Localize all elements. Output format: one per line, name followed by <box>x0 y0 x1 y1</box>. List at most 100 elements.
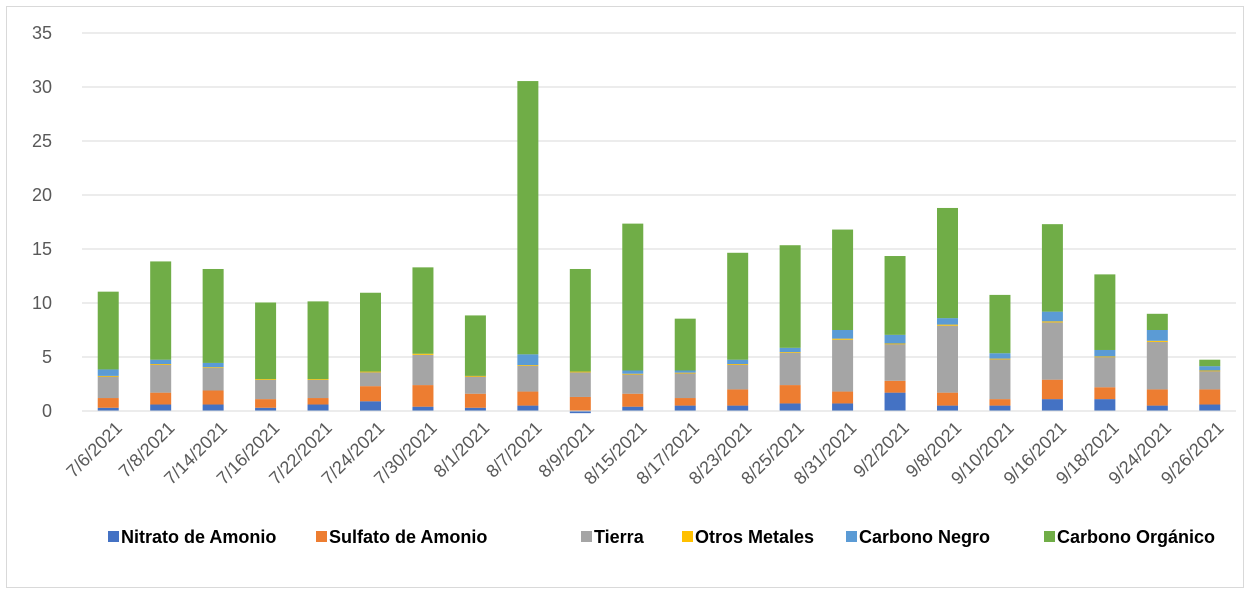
bar-segment <box>937 207 958 319</box>
bar-segment <box>674 405 696 411</box>
bar-segment <box>255 302 277 380</box>
bar-segment <box>1199 359 1221 367</box>
bar-segment <box>1199 404 1221 411</box>
bar-segment <box>255 379 277 380</box>
bar-segment <box>727 364 749 390</box>
bar-segment <box>1041 322 1063 380</box>
y-tick-label: 10 <box>32 293 52 313</box>
bar-segment <box>622 406 644 411</box>
bar-segment <box>937 405 958 411</box>
legend-swatch <box>581 531 592 542</box>
bar-stack <box>255 302 277 411</box>
bar-segment <box>464 393 486 408</box>
bar-segment <box>150 359 172 365</box>
bar-segment <box>622 373 644 375</box>
bar-segment <box>150 364 172 365</box>
bar-segment <box>937 392 958 406</box>
bar-segment <box>622 393 644 407</box>
bar-stack <box>832 229 854 411</box>
bar-segment <box>989 358 1011 360</box>
legend-item: Carbono Orgánico <box>1044 527 1215 547</box>
bar-segment <box>464 376 486 394</box>
x-tick-label: 9/2/2021 <box>849 418 913 482</box>
bar-segment <box>517 391 539 406</box>
bar-stack <box>464 315 486 411</box>
bar-segment <box>360 401 381 411</box>
bar-segment <box>360 371 381 373</box>
bar-segment <box>884 334 906 344</box>
bar-segment <box>1146 389 1168 406</box>
y-tick-label: 20 <box>32 185 52 205</box>
bar-stack <box>517 81 539 411</box>
bar-segment <box>1146 405 1168 411</box>
bar-segment <box>255 379 277 400</box>
bar-stack <box>989 294 1011 411</box>
bar-segment <box>202 268 224 363</box>
x-tick-label: 8/1/2021 <box>430 418 494 482</box>
bar-segment <box>1199 371 1221 390</box>
bar-stack <box>150 261 172 411</box>
bar-segment <box>412 353 434 355</box>
bar-segment <box>97 375 119 377</box>
bar-segment <box>150 392 172 405</box>
bar-segment <box>832 338 854 340</box>
bar-segment <box>412 406 434 411</box>
bar-segment <box>307 379 329 399</box>
bar-segment <box>412 354 434 386</box>
bar-segment <box>1146 340 1168 342</box>
bar-segment <box>937 318 958 325</box>
bar-segment <box>360 372 381 387</box>
bar-segment <box>937 324 958 326</box>
bar-stack <box>1146 313 1168 411</box>
bar-segment <box>832 330 854 339</box>
y-tick-label: 30 <box>32 77 52 97</box>
bar-segment <box>202 362 224 368</box>
legend-item: Carbono Negro <box>846 527 990 547</box>
legend-swatch <box>682 531 693 542</box>
bar-segment <box>1041 321 1063 323</box>
bar-segment <box>937 325 958 393</box>
bar-segment <box>360 292 381 372</box>
legend-label: Carbono Orgánico <box>1057 527 1215 547</box>
bar-segment <box>517 365 539 366</box>
y-axis-tick-labels: 0 5 10 15 20 25 30 35 <box>32 23 52 421</box>
bar-segment <box>1041 379 1063 400</box>
bar-segment <box>674 398 696 406</box>
bar-segment <box>202 404 224 411</box>
legend-swatch <box>108 531 119 542</box>
bar-segment <box>832 229 854 330</box>
bar-stack <box>307 301 329 411</box>
bar-stack <box>1094 274 1116 411</box>
bar-segment <box>1199 389 1221 405</box>
legend-swatch <box>846 531 857 542</box>
bar-segment <box>307 379 329 380</box>
bar-segment <box>779 352 801 353</box>
bar-segment <box>412 385 434 407</box>
bar-stack <box>202 268 224 411</box>
bar-segment <box>517 354 539 366</box>
bar-segment <box>307 398 329 405</box>
bar-segment <box>989 353 1011 359</box>
bar-segment <box>884 256 906 335</box>
bar-segment <box>97 291 119 370</box>
bar-segment <box>255 399 277 408</box>
bar-segment <box>464 375 486 377</box>
bar-stack <box>97 291 119 411</box>
bar-segment <box>1041 399 1063 411</box>
bar-segment <box>989 294 1011 354</box>
bar-segment <box>1094 356 1116 358</box>
bar-segment <box>1146 341 1168 390</box>
bar-segment <box>779 245 801 348</box>
legend-label: Tierra <box>594 527 645 547</box>
bar-segment <box>727 359 749 365</box>
bar-segment <box>1094 399 1116 411</box>
legend: Nitrato de Amonio Sulfato de Amonio Tierra… <box>108 527 1215 547</box>
bar-segment <box>307 404 329 411</box>
x-tick-label: 7/6/2021 <box>62 418 126 482</box>
bar-segment <box>779 403 801 411</box>
bar-segment <box>360 386 381 402</box>
bar-segment <box>97 376 119 399</box>
bar-segment <box>884 380 906 393</box>
bar-segment <box>727 364 749 365</box>
